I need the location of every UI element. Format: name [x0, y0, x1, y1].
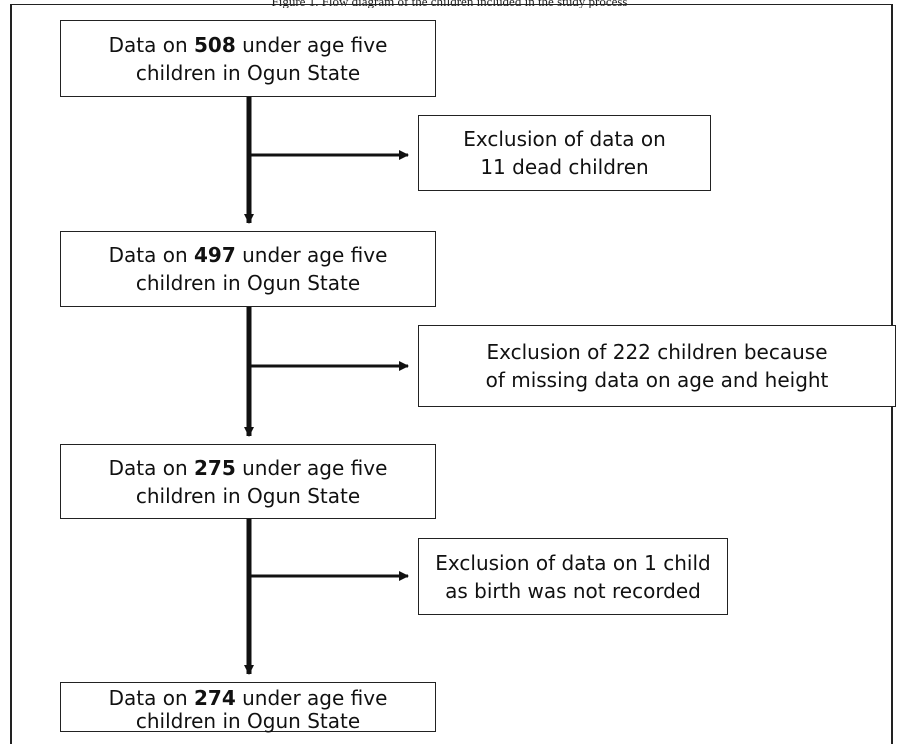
exclusion-box-2: Exclusion of 222 children because of mis…: [418, 325, 896, 407]
exclusion-box-2-line2: of missing data on age and height: [485, 368, 829, 392]
main-box-2-line2: children in Ogun State: [135, 271, 361, 295]
main-box-1-line2: children in Ogun State: [135, 60, 361, 85]
main-box-3-line2: children in Ogun State: [135, 483, 361, 508]
main-box-4-line1: Data on 274 under age five: [108, 686, 388, 710]
count-497: 497: [194, 243, 236, 267]
main-box-3: Data on 275 under age five children in O…: [60, 444, 436, 519]
exclusion-box-3-line1: Exclusion of data on 1 child: [435, 550, 711, 575]
main-box-1: Data on 508 under age five children in O…: [60, 20, 436, 97]
main-box-2-line1: Data on 497 under age five: [108, 243, 388, 267]
exclusion-box-2-line1: Exclusion of 222 children because: [486, 340, 828, 364]
main-box-3-line1: Data on 275 under age five: [108, 455, 388, 480]
exclusion-box-3: Exclusion of data on 1 child as birth wa…: [418, 538, 728, 615]
exclusion-box-3-line2: as birth was not recorded: [445, 578, 701, 603]
exclusion-box-1: Exclusion of data on 11 dead children: [418, 115, 711, 191]
exclusion-box-1-line2: 11 dead children: [480, 155, 649, 179]
main-box-1-line1: Data on 508 under age five: [108, 32, 388, 57]
count-508: 508: [194, 32, 236, 57]
count-274: 274: [194, 686, 236, 710]
exclusion-box-1-line1: Exclusion of data on: [463, 127, 666, 151]
main-box-2: Data on 497 under age five children in O…: [60, 231, 436, 307]
main-box-4: Data on 274 under age five children in O…: [60, 682, 436, 732]
count-275: 275: [194, 455, 236, 480]
main-box-4-line2: children in Ogun State: [135, 709, 361, 733]
